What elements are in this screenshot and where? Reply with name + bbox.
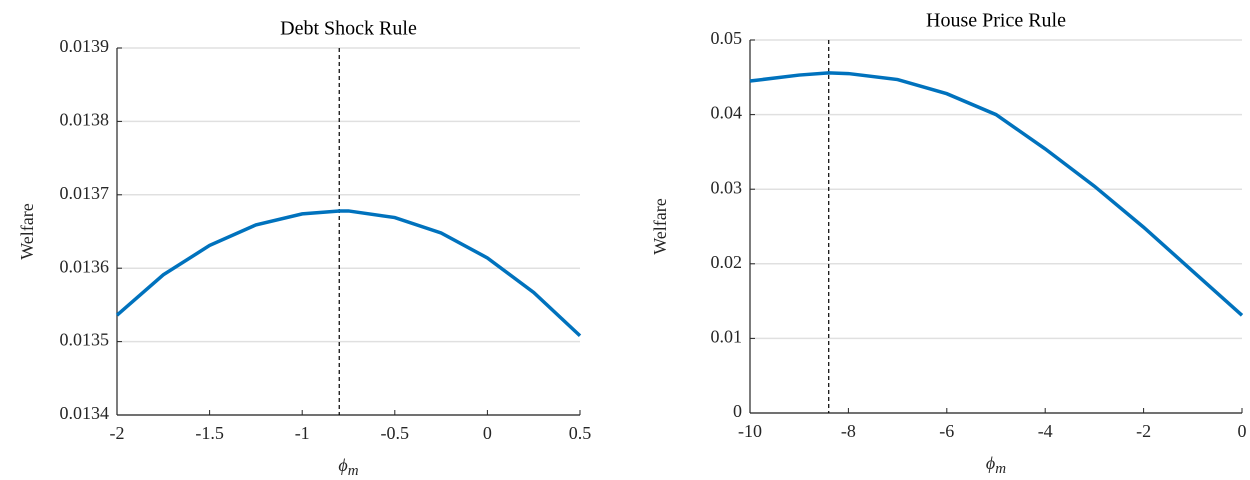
x-tick-label: -6 [939,421,954,441]
y-tick-label: 0.02 [711,252,743,272]
y-tick-label: 0.0135 [60,330,110,350]
y-tick-label: 0 [733,401,742,421]
x-tick-label: -1.5 [195,423,224,443]
y-axis-label: Welfare [17,203,37,260]
y-tick-label: 0.0136 [60,256,110,276]
chart-title: House Price Rule [926,10,1066,32]
x-tick-label: -0.5 [381,423,410,443]
chart: 0 0.01 0.02 0.03 0.04 0.05 -10 -8 -6 -4 -2 0 House P… [650,10,1246,478]
x-label-symbol: ϕ [338,455,347,475]
y-tick-label: 0.0139 [60,36,110,56]
y-tick-label: 0.03 [711,177,743,197]
y-tick-label: 0.04 [711,103,743,123]
chart: 0.0134 0.0135 0.0136 0.0137 0.0138 0.0139 -2 -1… [17,18,591,480]
y-tick-label: 0.05 [711,28,743,48]
x-tick-label: -2 [1136,421,1151,441]
y-tick-label: 0.01 [711,327,743,347]
y-tick-label: 0.0134 [60,403,110,423]
line [749,71,1244,317]
chart-title: Debt Shock Rule [280,18,417,40]
y-tick-label: 0.0137 [60,183,110,203]
x-tick-label: 0 [483,423,492,443]
x-axis-label: ϕm [986,453,1006,477]
x-tick-label: -4 [1038,421,1053,441]
x-label-symbol: ϕ [986,453,995,473]
x-label-sub: m [348,463,359,479]
x-tick-label: -2 [110,423,125,443]
x-tick-label: 0 [1238,421,1247,441]
x-tick-label: -10 [738,421,762,441]
y-axis-label: Welfare [650,198,670,255]
x-tick-label: -8 [841,421,856,441]
line [115,209,582,338]
x-label-sub: m [995,461,1006,477]
x-axis-label: ϕm [338,455,358,479]
y-tick-label: 0.0138 [60,110,110,130]
x-tick-label: 0.5 [569,423,592,443]
x-tick-label: -1 [295,423,310,443]
